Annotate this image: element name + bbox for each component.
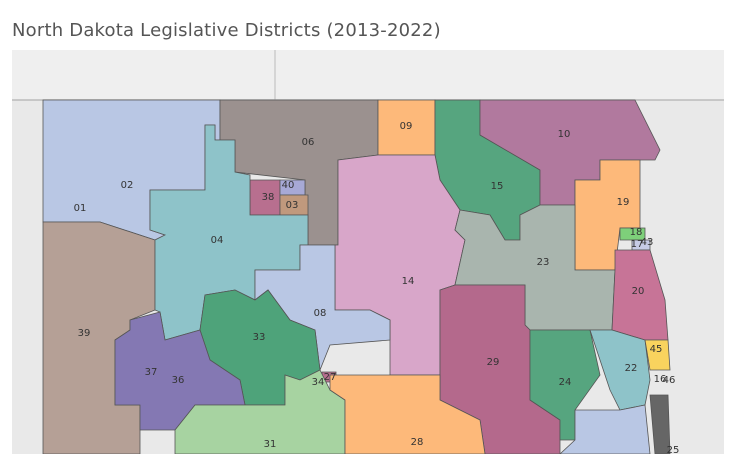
canada-area: [12, 50, 724, 100]
district-label: 34: [312, 377, 325, 388]
district-label: 20: [632, 286, 645, 297]
district-label: 10: [558, 129, 571, 140]
district-label: 04: [211, 235, 224, 246]
district-label: 39: [78, 328, 91, 339]
map-title: North Dakota Legislative Districts (2013…: [12, 20, 441, 41]
district-label: 08: [314, 308, 327, 319]
district-label: 33: [253, 332, 266, 343]
district-label: 27: [324, 372, 337, 383]
district-label: 19: [617, 197, 630, 208]
district-label: 46: [663, 375, 676, 386]
district-label: 37: [145, 367, 158, 378]
district-label: 31: [264, 439, 277, 450]
district-label: 29: [487, 357, 500, 368]
district-label: 38: [262, 192, 275, 203]
district-shape: [559, 404, 651, 454]
district-label: 03: [286, 200, 299, 211]
district-label: 06: [302, 137, 315, 148]
district-label: 15: [491, 181, 504, 192]
district-label: 14: [402, 276, 415, 287]
district-label: 24: [559, 377, 572, 388]
district-shape: [329, 374, 486, 454]
district-label: 16: [654, 374, 667, 385]
district-label: 18: [630, 227, 643, 238]
district-label: 22: [625, 363, 638, 374]
district-label: 01: [74, 203, 87, 214]
district-label: 45: [650, 344, 663, 355]
district-label: 09: [400, 121, 413, 132]
district-label: 28: [411, 437, 424, 448]
district-shape: [649, 394, 671, 454]
district-shape: [644, 339, 671, 371]
district-label: 43: [641, 237, 654, 248]
district-label: 17: [631, 239, 644, 250]
district-label: 40: [282, 180, 295, 191]
district-label: 02: [121, 180, 134, 191]
district-label: 25: [667, 445, 680, 454]
district-label: 36: [172, 375, 185, 386]
district-label: 23: [537, 257, 550, 268]
